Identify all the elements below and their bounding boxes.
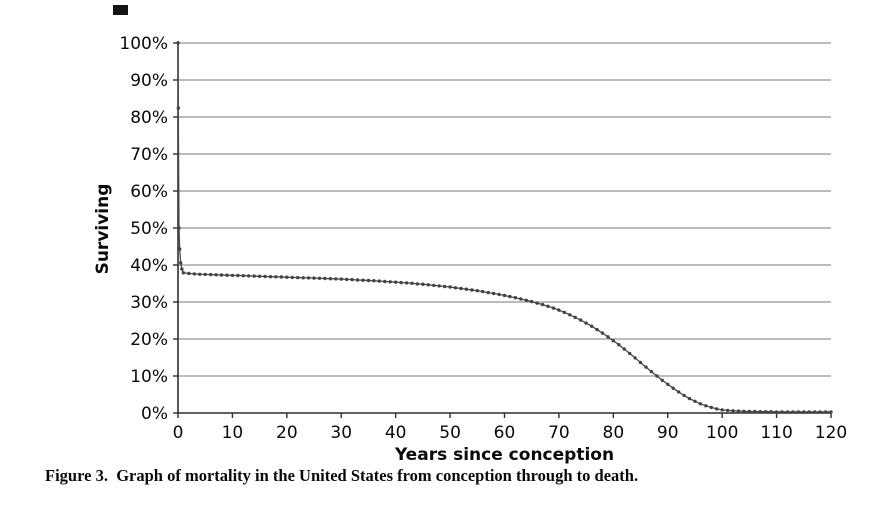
- y-tick-label: 70%: [130, 145, 168, 165]
- x-tick-label: 50: [439, 423, 461, 443]
- x-tick-label: 60: [494, 423, 516, 443]
- x-tick-label: 40: [385, 423, 407, 443]
- y-axis-ticks: 0% 10% 20% 30% 40% 50% 60% 70% 80% 90% 100%: [119, 34, 178, 424]
- series-surviving: [176, 41, 833, 414]
- gridlines: [178, 42, 831, 377]
- y-tick-label: 10%: [130, 367, 168, 387]
- x-tick-label: 110: [760, 423, 792, 443]
- y-tick-label: 100%: [119, 34, 168, 54]
- x-tick-label: 80: [603, 423, 625, 443]
- x-tick-label: 70: [548, 423, 570, 443]
- y-tick-label: 80%: [130, 108, 168, 128]
- y-tick-label: 60%: [130, 182, 168, 202]
- x-tick-label: 30: [330, 423, 352, 443]
- y-tick-label: 40%: [130, 256, 168, 276]
- y-tick-label: 0%: [141, 404, 168, 424]
- series-line: [177, 42, 831, 413]
- y-tick-label: 90%: [130, 71, 168, 91]
- x-tick-label: 90: [657, 423, 679, 443]
- x-axis-title: Years since conception: [394, 445, 615, 465]
- scan-artifact-mark: [113, 5, 128, 15]
- x-tick-label: 10: [222, 423, 244, 443]
- x-tick-label: 0: [173, 423, 184, 443]
- axes: [177, 41, 831, 414]
- figure-caption: Figure 3. Graph of mortality in the Unit…: [45, 466, 639, 485]
- x-tick-label: 100: [706, 423, 738, 443]
- y-axis-title: Surviving: [93, 183, 113, 275]
- y-tick-label: 20%: [130, 330, 168, 350]
- y-tick-label: 30%: [130, 293, 168, 313]
- x-tick-label: 20: [276, 423, 298, 443]
- y-tick-label: 50%: [130, 219, 168, 239]
- x-axis-ticks: 0 10 20 30 40 50 60 70 80 90 100 110 120: [173, 413, 847, 443]
- x-tick-label: 120: [815, 423, 847, 443]
